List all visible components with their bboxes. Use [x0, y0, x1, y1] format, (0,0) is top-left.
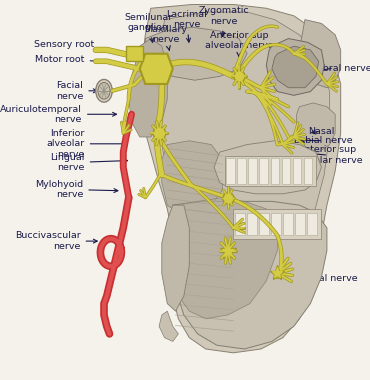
Polygon shape	[293, 158, 301, 184]
Polygon shape	[247, 213, 257, 236]
Polygon shape	[162, 205, 189, 311]
Text: Buccivascular
nerve: Buccivascular nerve	[15, 231, 97, 251]
Polygon shape	[225, 156, 316, 186]
Polygon shape	[156, 12, 330, 342]
Polygon shape	[297, 103, 335, 152]
Polygon shape	[259, 213, 269, 236]
Polygon shape	[259, 158, 268, 184]
Circle shape	[98, 82, 110, 99]
Text: Lingual
nerve: Lingual nerve	[50, 153, 128, 173]
Polygon shape	[162, 141, 222, 213]
Text: Motor root: Motor root	[36, 55, 112, 64]
Polygon shape	[233, 209, 322, 239]
Text: Semilunar
ganglion: Semilunar ganglion	[124, 13, 172, 42]
Text: Facial
nerve: Facial nerve	[56, 81, 97, 100]
Polygon shape	[129, 38, 167, 137]
Text: Inferior
alveolar
nerve: Inferior alveolar nerve	[47, 129, 126, 159]
Text: Mental nerve: Mental nerve	[284, 274, 358, 283]
Polygon shape	[271, 213, 281, 236]
Text: Palpebral nerve: Palpebral nerve	[297, 63, 370, 74]
Polygon shape	[266, 38, 324, 95]
Polygon shape	[126, 46, 142, 61]
Text: Zygomatic
nerve: Zygomatic nerve	[198, 6, 249, 36]
Polygon shape	[173, 198, 278, 319]
Text: Auriculotemporal
nerve: Auriculotemporal nerve	[0, 105, 117, 124]
Text: Anterior sup
alveolar nerve: Anterior sup alveolar nerve	[205, 31, 273, 56]
Polygon shape	[249, 158, 257, 184]
Polygon shape	[295, 213, 305, 236]
Circle shape	[96, 79, 112, 102]
Polygon shape	[173, 201, 327, 349]
Polygon shape	[159, 311, 178, 342]
Text: Labial nerve: Labial nerve	[294, 136, 353, 145]
Polygon shape	[283, 213, 293, 236]
Polygon shape	[140, 54, 173, 84]
Text: Nasal: Nasal	[307, 127, 334, 136]
Polygon shape	[145, 27, 247, 80]
Polygon shape	[303, 158, 312, 184]
Polygon shape	[282, 158, 290, 184]
Text: Sensory root: Sensory root	[34, 40, 119, 54]
Polygon shape	[272, 46, 319, 88]
Polygon shape	[307, 213, 317, 236]
Polygon shape	[226, 158, 235, 184]
Polygon shape	[235, 213, 245, 236]
Text: Mylohyoid
nerve: Mylohyoid nerve	[35, 179, 118, 199]
Polygon shape	[299, 20, 341, 88]
Polygon shape	[238, 158, 246, 184]
Text: Lacrimal
nerve: Lacrimal nerve	[166, 10, 207, 42]
Polygon shape	[214, 141, 322, 194]
Polygon shape	[140, 5, 341, 353]
Text: Posterior sup
alveolar nerve: Posterior sup alveolar nerve	[294, 146, 363, 165]
Text: Maxillary
nerve: Maxillary nerve	[144, 25, 188, 50]
Polygon shape	[270, 158, 279, 184]
